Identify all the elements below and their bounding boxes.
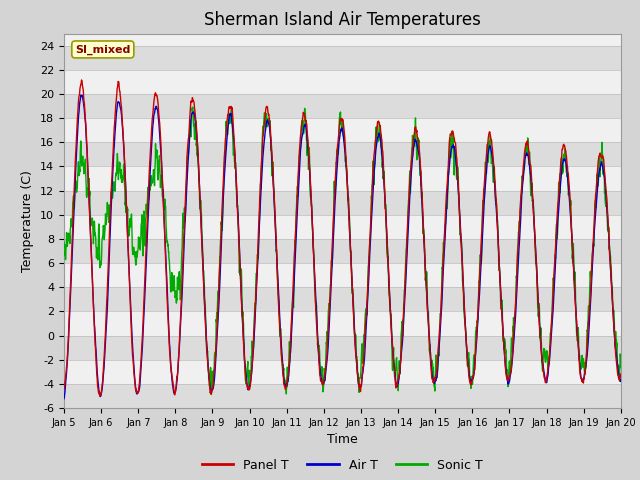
Bar (64, 167, 621, 191)
Bar (64, 239, 621, 263)
Bar (64, 94, 621, 118)
Bar (64, 360, 621, 384)
Bar (64, 336, 621, 360)
Bar (64, 118, 621, 142)
Bar (64, 312, 621, 336)
Bar (64, 142, 621, 167)
Bar (64, 287, 621, 312)
Bar (64, 215, 621, 239)
Title: Sherman Island Air Temperatures: Sherman Island Air Temperatures (204, 11, 481, 29)
Bar (64, 46, 621, 70)
Y-axis label: Temperature (C): Temperature (C) (22, 170, 35, 272)
Text: SI_mixed: SI_mixed (75, 44, 131, 55)
Bar (64, 384, 621, 408)
Bar (64, 191, 621, 215)
Legend: Panel T, Air T, Sonic T: Panel T, Air T, Sonic T (196, 454, 488, 477)
Bar (64, 70, 621, 94)
Bar (64, 263, 621, 287)
X-axis label: Time: Time (327, 433, 358, 446)
